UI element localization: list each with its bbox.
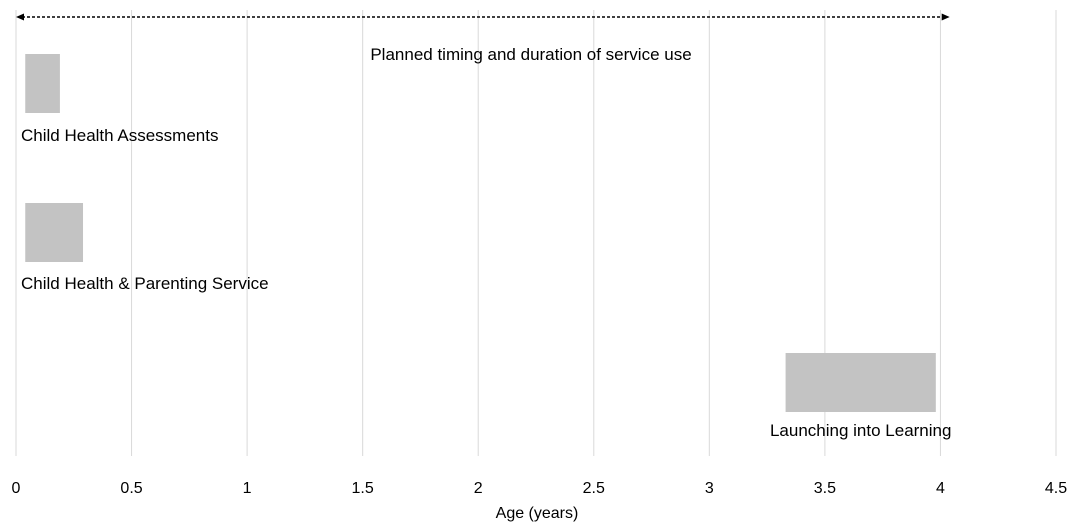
x-tick-label: 2 xyxy=(474,480,483,497)
x-tick-label: 0.5 xyxy=(120,480,142,497)
bar xyxy=(25,54,60,113)
bar-label: Child Health Assessments xyxy=(21,126,218,145)
x-tick-label: 4 xyxy=(936,480,945,497)
x-tick-label: 1.5 xyxy=(352,480,374,497)
x-axis-title: Age (years) xyxy=(496,505,579,522)
arrow-left-icon xyxy=(16,13,24,21)
annotation-span: Planned timing and duration of service u… xyxy=(16,13,950,64)
bar-label: Child Health & Parenting Service xyxy=(21,274,269,293)
bar xyxy=(25,203,84,262)
x-tick-label: 4.5 xyxy=(1045,480,1067,497)
x-tick-label: 0 xyxy=(12,480,21,497)
grid-lines xyxy=(15,10,1057,456)
x-tick-label: 3 xyxy=(705,480,714,497)
x-tick-label: 3.5 xyxy=(814,480,836,497)
arrow-right-icon xyxy=(941,13,950,21)
bar-label: Launching into Learning xyxy=(770,421,951,440)
x-tick-labels: 0 0.5 1 1.5 2 2.5 3 3.5 4 4.5 xyxy=(12,480,1068,497)
bar xyxy=(785,353,936,412)
bars: Child Health Assessments Child Health & P… xyxy=(21,54,951,440)
annotation-text: Planned timing and duration of service u… xyxy=(370,45,691,64)
x-tick-label: 1 xyxy=(243,480,252,497)
x-tick-label: 2.5 xyxy=(583,480,605,497)
